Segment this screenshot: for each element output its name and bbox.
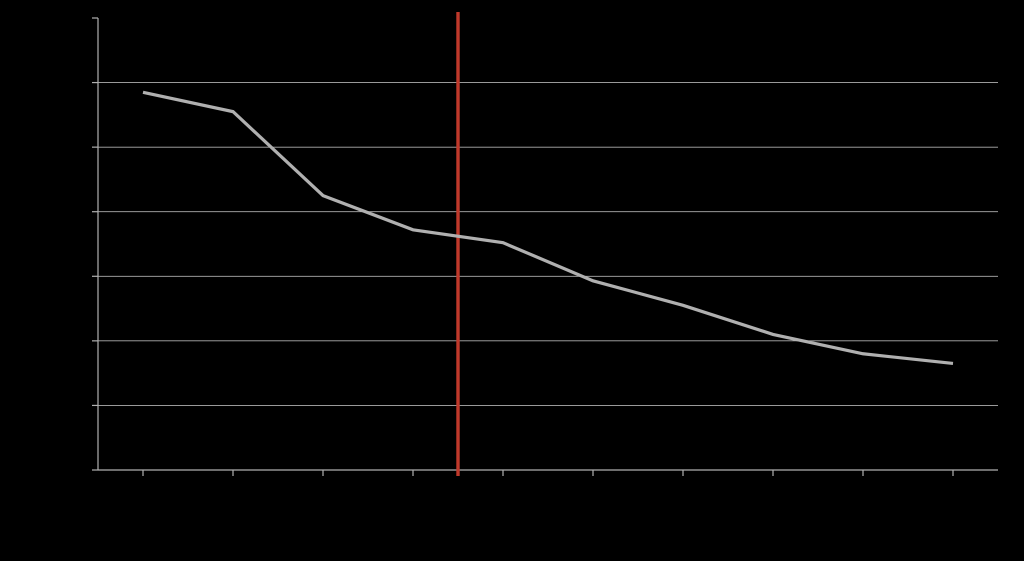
- chart-svg: [0, 0, 1024, 561]
- x-ticks: [143, 470, 953, 476]
- y-ticks: [92, 18, 98, 470]
- data-series-line: [143, 92, 953, 363]
- gridlines: [98, 83, 998, 406]
- line-chart: [0, 0, 1024, 561]
